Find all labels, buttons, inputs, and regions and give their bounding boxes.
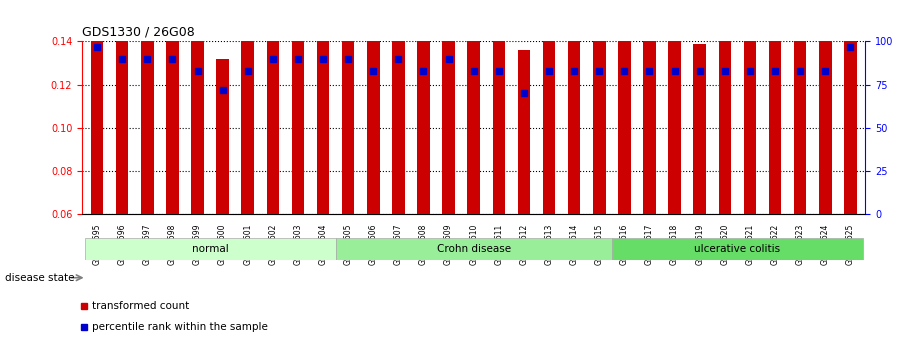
Bar <box>693 43 706 214</box>
Text: percentile rank within the sample: percentile rank within the sample <box>92 322 268 332</box>
Bar <box>719 13 732 214</box>
Bar <box>317 0 330 214</box>
Bar <box>392 0 404 214</box>
Bar <box>191 0 204 214</box>
Bar <box>417 2 430 214</box>
Bar <box>769 24 782 214</box>
Bar <box>669 9 681 214</box>
Bar <box>593 0 606 214</box>
Bar <box>844 0 856 214</box>
Bar <box>819 2 832 214</box>
Bar <box>116 11 128 214</box>
Bar <box>367 0 380 214</box>
Bar <box>543 0 556 214</box>
Bar <box>267 2 279 214</box>
Text: ulcerative colitis: ulcerative colitis <box>694 244 781 254</box>
Bar <box>467 31 480 214</box>
Bar <box>166 0 179 214</box>
Bar <box>493 37 505 214</box>
Bar <box>141 0 154 214</box>
Bar <box>91 0 103 214</box>
Bar <box>643 13 656 214</box>
Text: GDS1330 / 26G08: GDS1330 / 26G08 <box>82 26 195 39</box>
Bar <box>241 22 254 214</box>
Bar <box>618 0 630 214</box>
Bar <box>568 0 580 214</box>
Bar <box>517 50 530 214</box>
Bar <box>216 59 229 214</box>
Bar <box>85 238 335 260</box>
Bar <box>743 35 756 214</box>
Bar <box>612 238 863 260</box>
Text: normal: normal <box>191 244 229 254</box>
Bar <box>443 0 455 214</box>
Text: transformed count: transformed count <box>92 301 189 311</box>
Bar <box>335 238 612 260</box>
Text: Crohn disease: Crohn disease <box>436 244 511 254</box>
Bar <box>342 0 354 214</box>
Text: disease state: disease state <box>5 273 74 283</box>
Bar <box>292 0 304 214</box>
Bar <box>793 20 806 214</box>
